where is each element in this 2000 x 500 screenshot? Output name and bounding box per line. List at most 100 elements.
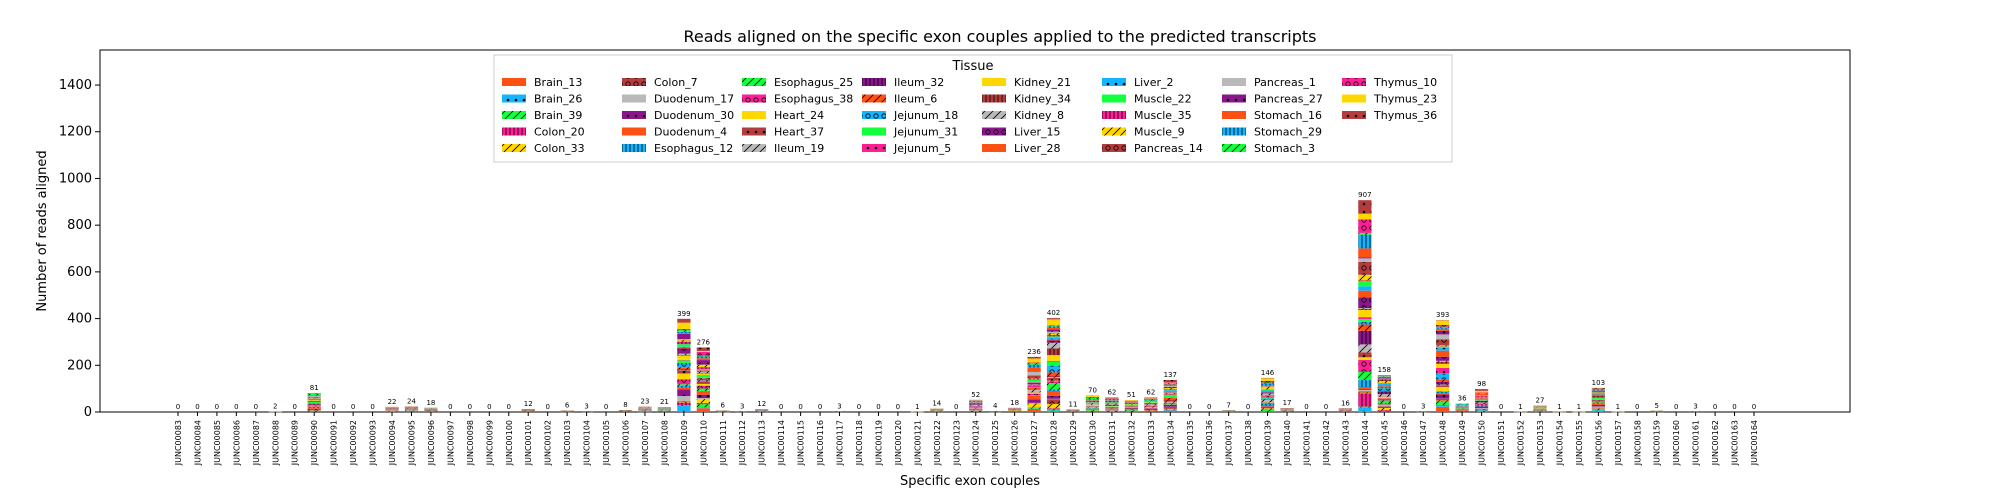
data-label: 0 xyxy=(1752,403,1756,411)
bar-segment xyxy=(696,398,710,399)
bar-segment xyxy=(1455,403,1469,405)
legend-label: Brain_13 xyxy=(534,76,582,89)
bar-segment xyxy=(1046,380,1061,382)
data-label: 81 xyxy=(310,384,319,392)
legend-entry: Heart_24 xyxy=(742,109,824,122)
bar-segment xyxy=(1358,387,1372,390)
legend-swatch xyxy=(1342,111,1366,119)
bar-segment xyxy=(1377,379,1391,382)
x-axis: JUNC00083 JUNC00084 JUNC00085 JUNC00086 JUNC… xyxy=(174,412,1759,466)
bar-segment xyxy=(1436,346,1450,348)
data-label: 98 xyxy=(1477,380,1486,388)
legend-label: Duodenum_30 xyxy=(654,109,734,122)
legend-swatch xyxy=(502,144,526,152)
bar-segment xyxy=(307,406,321,407)
bar-segment xyxy=(1474,402,1489,404)
bar-JUNC00112 xyxy=(735,411,749,413)
bar-JUNC00156 xyxy=(1591,387,1605,412)
bar-segment xyxy=(1046,377,1061,381)
bar-segment xyxy=(307,409,321,411)
bar-segment xyxy=(1027,392,1041,394)
bar-segment xyxy=(1358,317,1372,320)
bar-segment xyxy=(1474,396,1489,398)
data-label: 70 xyxy=(1088,387,1097,395)
bar-segment xyxy=(1046,342,1061,349)
x-tick-label: JUNC00095 xyxy=(407,420,416,466)
bar-segment xyxy=(1144,397,1158,399)
bar-segment xyxy=(1124,409,1138,410)
bar-segment xyxy=(969,405,983,407)
bar-segment xyxy=(1436,347,1450,351)
bar-segment xyxy=(1358,200,1372,214)
bar-JUNC00117 xyxy=(832,411,847,413)
bar-segment xyxy=(1260,402,1275,404)
x-tick-label: JUNC00124 xyxy=(972,420,981,466)
legend-label: Kidney_21 xyxy=(1014,76,1071,89)
bar-segment xyxy=(1163,404,1177,407)
x-tick-label: JUNC00158 xyxy=(1633,420,1642,466)
bar-segment xyxy=(1474,390,1489,393)
legend-label: Ileum_32 xyxy=(894,76,944,89)
bar-segment xyxy=(1436,385,1450,387)
x-tick-label: JUNC00121 xyxy=(913,420,922,466)
legend-label: Thymus_10 xyxy=(1373,76,1437,89)
bar-segment xyxy=(1124,403,1138,405)
legend-label: Liver_2 xyxy=(1134,76,1173,89)
bar-segment xyxy=(1105,403,1119,405)
data-label: 4 xyxy=(993,402,998,410)
bar-segment xyxy=(1455,407,1469,408)
bar-segment xyxy=(1027,399,1041,403)
bar-segment xyxy=(1436,345,1450,347)
bar-segment xyxy=(677,354,691,356)
bar-segment xyxy=(696,407,710,409)
bar-JUNC00122 xyxy=(930,408,944,412)
data-label: 0 xyxy=(1713,403,1717,411)
bar-segment xyxy=(1358,261,1372,275)
bar-segment xyxy=(1377,403,1391,405)
x-tick-label: JUNC00086 xyxy=(232,420,241,466)
bar-segment xyxy=(1358,392,1372,394)
legend-entry: Brain_39 xyxy=(502,109,582,122)
bar-segment xyxy=(1377,410,1391,412)
data-label: 21 xyxy=(660,398,669,406)
bar-segment xyxy=(1474,397,1489,398)
legend-label: Kidney_34 xyxy=(1014,93,1071,106)
bar-segment xyxy=(1591,410,1605,412)
x-tick-label: JUNC00101 xyxy=(524,420,533,466)
data-label: 0 xyxy=(1304,403,1308,411)
x-tick-label: JUNC00162 xyxy=(1711,420,1720,466)
x-tick-label: JUNC00159 xyxy=(1653,420,1662,466)
bar-segment xyxy=(1046,348,1061,356)
x-tick-label: JUNC00089 xyxy=(291,420,300,466)
legend-swatch xyxy=(502,127,526,136)
legend-label: Kidney_8 xyxy=(1014,109,1064,122)
x-tick-label: JUNC00091 xyxy=(330,420,339,466)
bar-segment xyxy=(1144,409,1158,411)
bar-segment xyxy=(1358,308,1372,309)
bar-segment xyxy=(1046,336,1061,338)
bar-segment xyxy=(1046,408,1061,410)
data-label: 0 xyxy=(370,403,374,411)
bar-segment xyxy=(1591,399,1605,401)
bar-segment xyxy=(1260,380,1275,383)
legend-swatch xyxy=(1342,94,1366,103)
legend-entry: Liver_28 xyxy=(982,142,1060,155)
bar-segment xyxy=(1358,330,1372,345)
data-label: 1 xyxy=(1518,403,1522,411)
bar-segment xyxy=(1046,318,1061,320)
bar-JUNC00153 xyxy=(1533,405,1547,413)
data-label: 2 xyxy=(273,403,277,411)
bar-segment xyxy=(1046,395,1061,399)
legend-box xyxy=(493,54,1453,163)
x-tick-label: JUNC00090 xyxy=(310,420,319,466)
bar-segment xyxy=(1027,364,1041,368)
bar-segment xyxy=(1260,398,1275,400)
bar-segment xyxy=(307,408,321,410)
bar-segment xyxy=(1358,344,1372,353)
bar-segment xyxy=(677,339,691,340)
legend-label: Colon_33 xyxy=(534,142,585,155)
x-tick-label: JUNC00109 xyxy=(680,420,689,466)
bar-JUNC00143 xyxy=(1338,408,1353,412)
x-tick-label: JUNC00097 xyxy=(446,420,455,466)
x-tick-label: JUNC00144 xyxy=(1361,420,1370,466)
